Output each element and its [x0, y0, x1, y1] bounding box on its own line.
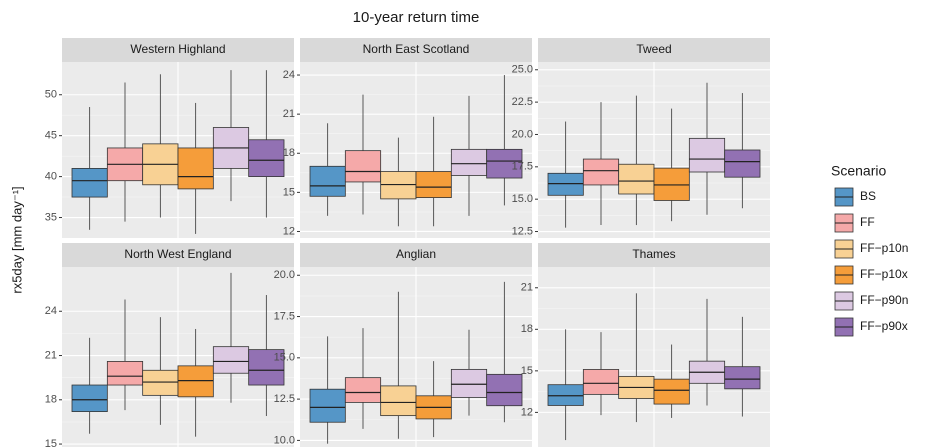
box	[71, 384, 108, 412]
box	[582, 158, 620, 186]
y-tick-label: 17.5	[512, 161, 533, 173]
y-tick-label: 21	[521, 282, 533, 294]
box	[212, 346, 250, 374]
y-tick-label: 22.5	[512, 96, 533, 108]
legend-label: BS	[860, 189, 876, 203]
y-tick-label: 12	[521, 406, 533, 418]
box	[724, 149, 761, 178]
box	[688, 137, 726, 173]
y-tick-label: 21	[45, 349, 57, 361]
strip	[300, 243, 532, 267]
box	[486, 373, 523, 407]
legend-label: FF−p90n	[860, 293, 908, 307]
box	[71, 168, 108, 198]
box	[582, 369, 620, 395]
y-tick-label: 35	[45, 211, 57, 223]
facet-title: North West England	[124, 247, 231, 261]
legend-title: Scenario	[831, 163, 886, 179]
y-tick-label: 24	[283, 69, 295, 81]
box	[309, 165, 346, 197]
y-tick-label: 12.5	[512, 225, 533, 237]
box	[177, 365, 214, 398]
strip	[62, 243, 294, 267]
y-tick-label: 18	[283, 147, 295, 159]
y-tick-label: 45	[45, 130, 57, 142]
y-tick-label: 15	[45, 438, 57, 447]
box	[618, 163, 655, 195]
facet-title: Tweed	[636, 42, 671, 56]
box	[547, 384, 584, 406]
box	[380, 171, 417, 200]
box	[653, 167, 690, 201]
strip	[538, 38, 770, 62]
box	[344, 377, 382, 403]
strip	[300, 38, 532, 62]
box	[142, 369, 179, 396]
y-tick-label: 15.0	[274, 352, 295, 364]
legend-label: FF−p10x	[860, 267, 908, 281]
y-tick-label: 25.0	[512, 64, 533, 76]
facet-title: Thames	[632, 247, 675, 261]
box	[309, 388, 346, 423]
y-tick-label: 18	[45, 394, 57, 406]
box	[248, 139, 285, 178]
y-tick-label: 15	[521, 365, 533, 377]
strip	[538, 243, 770, 267]
legend-label: FF	[860, 215, 875, 229]
y-tick-label: 20.0	[512, 128, 533, 140]
box	[344, 150, 382, 183]
y-tick-label: 50	[45, 89, 57, 101]
y-tick-label: 10.0	[274, 434, 295, 446]
box	[106, 361, 144, 386]
y-tick-label: 12	[283, 225, 295, 237]
strip	[62, 38, 294, 62]
box	[653, 378, 690, 405]
y-tick-label: 12.5	[274, 393, 295, 405]
y-axis-label: rx5day [mm day⁻¹]	[9, 186, 24, 293]
y-tick-label: 40	[45, 171, 57, 183]
box	[724, 366, 761, 390]
y-tick-label: 17.5	[274, 310, 295, 322]
box	[380, 385, 417, 417]
legend-label: FF−p90x	[860, 319, 908, 333]
facet-title: Anglian	[396, 247, 436, 261]
box	[248, 349, 285, 386]
y-tick-label: 15	[283, 186, 295, 198]
box	[450, 148, 488, 176]
box	[486, 148, 523, 179]
box	[450, 368, 488, 398]
y-tick-label: 20.0	[274, 269, 295, 281]
chart-title: 10-year return time	[353, 9, 480, 26]
y-tick-label: 18	[521, 323, 533, 335]
y-tick-label: 21	[283, 108, 295, 120]
box	[547, 172, 584, 196]
y-tick-label: 15.0	[512, 193, 533, 205]
facet-title: Western Highland	[130, 42, 225, 56]
facet-title: North East Scotland	[363, 42, 470, 56]
y-tick-label: 24	[45, 305, 57, 317]
legend-label: FF−p10n	[860, 241, 908, 255]
box	[415, 171, 452, 198]
box	[177, 147, 214, 190]
